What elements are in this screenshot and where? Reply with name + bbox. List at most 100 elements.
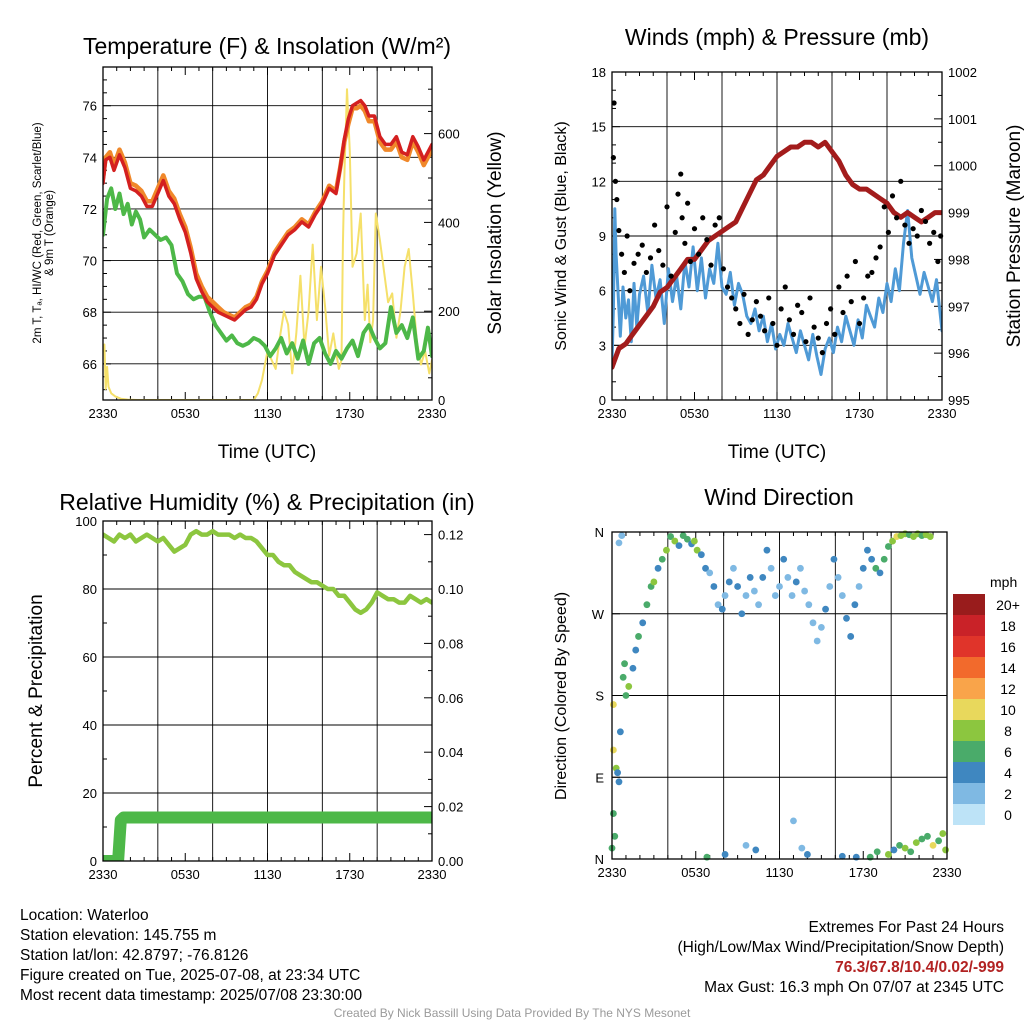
wind-direction-point <box>742 592 750 599</box>
relative-humidity-line <box>103 528 432 616</box>
gust-point <box>639 242 645 248</box>
y-tick-label: S <box>595 689 604 704</box>
gust-point <box>927 240 933 246</box>
y2-tick-label: 200 <box>438 304 460 319</box>
wind-direction-point <box>838 852 846 860</box>
gust-point <box>647 255 654 261</box>
station-latlon: Station lat/lon: 42.8797; -76.8126 <box>20 947 249 964</box>
wind-direction-point <box>752 846 760 854</box>
extremes-values: 76.3/67.8/10.4/0.02/-999 <box>835 959 1004 976</box>
wind-direction-point <box>847 633 855 640</box>
humidity-precipitation-panel: 2330 0530 1130 1730 23300204060801000.000.02… <box>26 489 475 882</box>
gust-point <box>685 200 691 206</box>
gust-point <box>856 320 863 327</box>
y2-tick-label: 0 <box>438 393 445 408</box>
gust-point <box>914 233 920 239</box>
gust-point <box>782 284 788 290</box>
wind-direction-point <box>817 623 825 631</box>
y2-tick-label: 995 <box>948 393 970 408</box>
wind-direction-point <box>619 673 627 681</box>
wind-direction-point <box>718 605 726 613</box>
wind-direction-point <box>805 601 813 609</box>
gust-point <box>848 299 854 305</box>
wind-direction-point <box>622 692 630 699</box>
wind-direction-point <box>755 601 762 609</box>
wind-direction-point <box>730 564 737 572</box>
gust-point <box>865 273 871 279</box>
wind-direction-point <box>776 583 783 590</box>
station-location: Location: Waterloo <box>20 907 149 924</box>
wind-direction-point <box>901 844 909 852</box>
wind-direction-point <box>742 841 750 849</box>
gust-point <box>745 331 751 337</box>
wind-direction-point <box>880 555 888 563</box>
y-tick-label: 68 <box>83 305 97 320</box>
gust-point <box>852 258 858 265</box>
gust-point <box>762 328 768 334</box>
wind-direction-point <box>771 592 779 599</box>
gust-point <box>624 233 630 239</box>
y2-tick-label: 0.06 <box>438 691 463 706</box>
legend-swatch <box>953 615 985 636</box>
legend-swatch <box>953 720 985 741</box>
wind-direction-point <box>621 660 628 668</box>
wind-direction-point <box>643 601 651 609</box>
wind-direction-point <box>813 637 821 645</box>
gust-point <box>774 342 780 348</box>
y2-tick-label: 0.12 <box>438 528 463 543</box>
gust-point <box>815 335 821 341</box>
y-tick-label: 9 <box>599 229 606 244</box>
gust-point <box>660 262 666 268</box>
gust-point <box>819 350 825 356</box>
wind-direction-point <box>615 778 623 786</box>
wind-direction-point <box>873 848 881 856</box>
wind-direction-point <box>714 601 722 609</box>
legend-swatch <box>953 678 985 699</box>
legend-label: 18 <box>1000 618 1016 634</box>
dewpoint-line <box>103 186 432 366</box>
y2-tick-label: 999 <box>948 206 970 221</box>
wind-direction-point <box>663 546 670 554</box>
y-axis-label: Percent & Precipitation <box>26 594 47 787</box>
gust-point <box>799 309 805 316</box>
wind-direction-point <box>792 578 800 586</box>
x-axis-label: Time (UTC) <box>218 442 317 463</box>
x-tick-label: 1130 <box>766 865 794 880</box>
panel-title: Winds (mph) & Pressure (mb) <box>625 24 929 50</box>
y2-tick-label: 997 <box>948 299 970 314</box>
wind-direction-point <box>706 569 714 577</box>
wind-direction-point <box>834 574 842 581</box>
gust-point <box>844 273 850 279</box>
solar-insolation-line <box>103 88 432 400</box>
x-tick-label: 1130 <box>254 867 282 882</box>
wind-direction-point <box>851 601 859 609</box>
gust-point <box>672 229 678 235</box>
gust-point <box>778 306 784 312</box>
gust-point <box>733 306 739 312</box>
x-tick-label: 1730 <box>845 406 874 421</box>
y-axis-label: Sonic Wind & Gust (Blue, Black) <box>553 121 570 350</box>
gust-point <box>621 269 627 276</box>
wind-direction-point <box>859 564 867 572</box>
y-tick-label: 72 <box>83 202 97 217</box>
gust-point <box>828 306 834 312</box>
wind-direction-point <box>929 841 937 849</box>
y2-tick-label: 998 <box>948 252 970 267</box>
gust-point <box>708 262 714 268</box>
figure-created: Figure created on Tue, 2025-07-08, at 23… <box>20 967 361 984</box>
legend-label: 16 <box>1000 639 1016 655</box>
wind-direction-point <box>889 537 896 545</box>
y2-tick-label: 1001 <box>948 112 977 127</box>
most-recent-data: Most recent data timestamp: 2025/07/08 2… <box>20 987 363 1004</box>
gust-point <box>869 269 875 276</box>
y2-tick-label: 0.08 <box>438 636 463 651</box>
gust-point <box>616 227 622 234</box>
wind-direction-point <box>855 583 863 590</box>
gust-point <box>823 320 830 327</box>
wind-direction-point <box>784 574 792 581</box>
wind-direction-point <box>767 564 775 572</box>
gust-point <box>803 339 809 345</box>
y-tick-label: 66 <box>83 357 97 372</box>
wind-direction-point <box>935 837 943 845</box>
